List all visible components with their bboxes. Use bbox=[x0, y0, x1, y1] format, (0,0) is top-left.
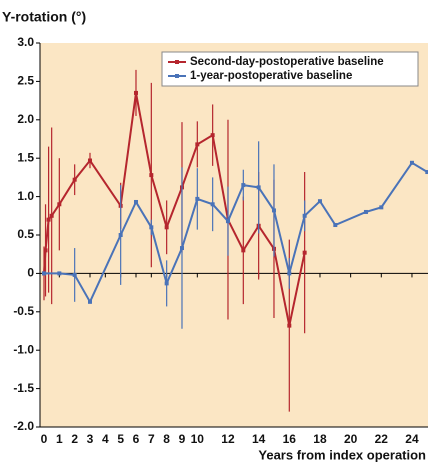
marker bbox=[87, 158, 92, 163]
marker bbox=[225, 219, 230, 224]
marker bbox=[72, 272, 77, 277]
x-tick-label: 6 bbox=[133, 432, 140, 446]
y-tick-label: 3.0 bbox=[17, 35, 34, 49]
y-tick-label: -0.5 bbox=[13, 304, 34, 318]
x-tick-label: 3 bbox=[87, 432, 94, 446]
marker bbox=[49, 213, 54, 218]
y-tick-label: 2.0 bbox=[17, 112, 34, 126]
marker bbox=[287, 323, 292, 328]
marker bbox=[57, 202, 62, 207]
marker bbox=[57, 271, 62, 276]
y-axis-title: Y-rotation (°) bbox=[2, 9, 86, 25]
marker bbox=[133, 90, 138, 95]
marker bbox=[72, 177, 77, 182]
marker bbox=[195, 196, 200, 201]
marker bbox=[302, 213, 307, 218]
x-axis-title: Years from index operation bbox=[258, 447, 426, 462]
marker bbox=[195, 142, 200, 147]
legend-box bbox=[161, 51, 419, 87]
marker bbox=[87, 299, 92, 304]
marker bbox=[241, 183, 246, 188]
x-tick-label: 1 bbox=[56, 432, 63, 446]
x-tick-label: 20 bbox=[344, 432, 358, 446]
marker bbox=[164, 281, 169, 286]
legend-label: Second-day-postoperative baseline bbox=[190, 56, 384, 68]
y-tick-label: 1.5 bbox=[17, 150, 34, 164]
x-tick-label: 7 bbox=[148, 432, 155, 446]
x-tick-label: 14 bbox=[252, 432, 266, 446]
legend-marker bbox=[175, 60, 179, 64]
x-tick-label: 24 bbox=[405, 432, 419, 446]
marker bbox=[287, 271, 292, 276]
marker bbox=[241, 248, 246, 253]
x-tick-label: 8 bbox=[163, 432, 170, 446]
marker bbox=[42, 271, 46, 276]
y-tick-label: 0.5 bbox=[17, 227, 34, 241]
marker bbox=[149, 173, 154, 178]
x-tick-label: 2 bbox=[71, 432, 78, 446]
marker bbox=[210, 133, 215, 138]
marker bbox=[271, 208, 276, 213]
marker bbox=[363, 209, 368, 214]
y-tick-label: 0 bbox=[27, 266, 34, 280]
marker bbox=[43, 248, 48, 253]
x-tick-label: 0 bbox=[41, 432, 48, 446]
marker bbox=[46, 217, 51, 222]
plot-background bbox=[40, 43, 428, 427]
legend-marker bbox=[175, 74, 179, 78]
marker bbox=[256, 185, 261, 190]
marker bbox=[317, 199, 322, 204]
marker bbox=[333, 223, 338, 228]
y-tick-label: -2.0 bbox=[13, 419, 34, 433]
marker bbox=[164, 225, 169, 230]
legend-label: 1-year-postoperative baseline bbox=[190, 70, 352, 82]
x-tick-label: 16 bbox=[283, 432, 297, 446]
x-tick-label: 4 bbox=[102, 432, 109, 446]
marker bbox=[302, 250, 307, 255]
marker bbox=[409, 160, 414, 165]
marker bbox=[179, 246, 184, 251]
y-tick-label: -1.0 bbox=[13, 342, 34, 356]
y-tick-label: 1.0 bbox=[17, 189, 34, 203]
x-tick-label: 12 bbox=[221, 432, 235, 446]
marker bbox=[210, 202, 215, 207]
x-tick-label: 10 bbox=[191, 432, 205, 446]
y-tick-label: -1.5 bbox=[13, 381, 34, 395]
x-tick-label: 5 bbox=[117, 432, 124, 446]
marker bbox=[149, 225, 154, 230]
marker bbox=[379, 205, 384, 210]
marker bbox=[425, 170, 428, 175]
x-tick-label: 9 bbox=[179, 432, 186, 446]
marker bbox=[118, 233, 123, 237]
x-tick-label: 18 bbox=[313, 432, 327, 446]
y-tick-label: 2.5 bbox=[17, 74, 34, 88]
marker bbox=[133, 199, 138, 204]
x-tick-label: 22 bbox=[375, 432, 389, 446]
